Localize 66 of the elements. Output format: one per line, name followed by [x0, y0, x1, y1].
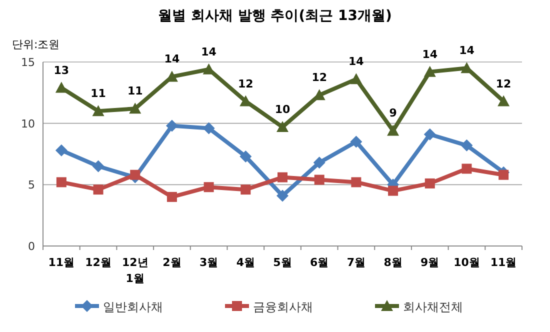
- x-tick-label: 7월: [346, 256, 366, 269]
- point: [460, 139, 473, 152]
- y-tick-label: 0: [28, 240, 35, 253]
- x-tick-label: 12월: [85, 256, 112, 269]
- point: [55, 144, 68, 156]
- point: [314, 174, 324, 185]
- y-tick-label: 5: [28, 178, 35, 192]
- point: [92, 105, 104, 116]
- point: [350, 73, 362, 84]
- data-label: 14: [348, 55, 364, 68]
- data-label: 14: [201, 45, 217, 58]
- data-label: 14: [459, 44, 475, 58]
- point: [276, 121, 288, 132]
- point: [351, 177, 362, 188]
- y-tick-label: 10: [21, 117, 35, 130]
- y-tick-label: 15: [21, 56, 35, 69]
- point: [313, 156, 326, 169]
- point: [424, 178, 435, 188]
- point: [278, 172, 288, 182]
- point: [240, 150, 252, 162]
- point: [92, 160, 104, 172]
- point: [498, 95, 510, 106]
- x-tick-label: 9월: [420, 256, 440, 269]
- point: [424, 128, 436, 140]
- data-label: 9: [389, 106, 397, 120]
- data-label: 14: [422, 48, 438, 61]
- x-tick-label: 11월: [490, 256, 517, 269]
- x-tick-label: 11월: [48, 256, 75, 269]
- x-tick-label: 2월: [162, 256, 182, 269]
- point: [93, 184, 104, 195]
- data-label: 10: [274, 103, 290, 116]
- point: [204, 182, 214, 192]
- point: [166, 120, 178, 132]
- x-tick-label: 5월: [273, 256, 292, 269]
- point: [387, 124, 400, 136]
- point: [276, 190, 288, 202]
- data-label: 11: [90, 87, 106, 100]
- x-tick-label: 4월: [236, 256, 255, 269]
- legend-label: 금융회사채: [253, 300, 313, 314]
- chart-title: 월별 회사채 발행 추이(최근 13개월): [158, 8, 392, 24]
- legend-label: 회사채전체: [403, 300, 463, 314]
- point: [424, 66, 436, 77]
- x-tick-label: 8월: [384, 256, 402, 269]
- point: [130, 170, 140, 180]
- data-label: 13: [54, 64, 70, 77]
- data-label: 12: [496, 77, 512, 90]
- point: [56, 177, 66, 188]
- point: [498, 170, 509, 180]
- x-tick-label: 10월: [454, 256, 480, 269]
- x-tick-label: 6월: [310, 256, 329, 269]
- point: [202, 122, 215, 134]
- data-label: 12: [312, 71, 327, 84]
- point: [388, 186, 398, 196]
- x-tick-label: 12년 1월: [122, 256, 148, 285]
- legend-label: 일반회사채: [103, 300, 163, 314]
- x-tick-label: 3월: [199, 256, 218, 269]
- point: [462, 164, 472, 174]
- data-label: 14: [164, 52, 180, 66]
- data-label: 11: [127, 84, 143, 98]
- data-label: 12: [238, 77, 254, 90]
- point: [350, 136, 362, 148]
- point: [129, 102, 142, 114]
- point: [55, 82, 68, 93]
- point: [166, 192, 177, 202]
- point: [240, 184, 251, 195]
- y-axis-title: 단위:조원: [12, 38, 60, 51]
